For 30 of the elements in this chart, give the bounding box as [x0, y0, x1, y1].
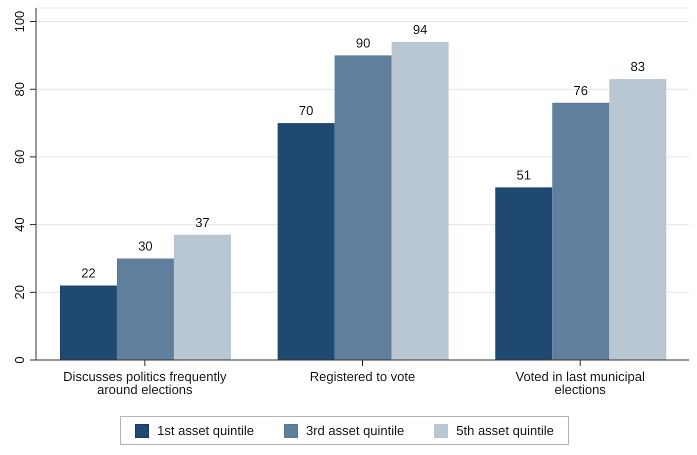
data-label: 70 [298, 103, 314, 118]
bar [174, 234, 231, 360]
y-tick-label: 20 [12, 285, 27, 300]
data-label: 37 [195, 214, 210, 230]
x-tick-label: Voted in last municipal elections [515, 369, 645, 398]
x-tick-label: Registered to vote [310, 369, 416, 384]
y-tick-label: 80 [12, 82, 27, 96]
legend-label: 1st asset quintile [157, 423, 254, 438]
data-label: 76 [574, 82, 588, 98]
bar [495, 187, 552, 360]
y-tick-label: 0 [12, 356, 27, 364]
y-tick-label: 40 [12, 217, 27, 232]
data-label: 83 [630, 59, 646, 74]
data-label: 22 [81, 266, 96, 281]
bar [60, 286, 117, 360]
legend-label: 3rd asset quintile [306, 423, 404, 438]
x-tick-label: Discusses politics frequently around elections [63, 369, 227, 398]
bar [278, 123, 335, 360]
bar [334, 55, 392, 360]
bar [392, 42, 449, 360]
y-tick-label: 60 [12, 150, 27, 164]
data-label: 94 [412, 22, 428, 37]
bar [552, 102, 610, 360]
data-label: 90 [356, 35, 370, 50]
data-label: 51 [516, 167, 532, 182]
data-label: 30 [138, 238, 153, 254]
legend-label: 5th asset quintile [456, 423, 554, 438]
bar [116, 258, 174, 360]
bar [609, 79, 666, 360]
y-tick-label: 100 [12, 10, 27, 32]
